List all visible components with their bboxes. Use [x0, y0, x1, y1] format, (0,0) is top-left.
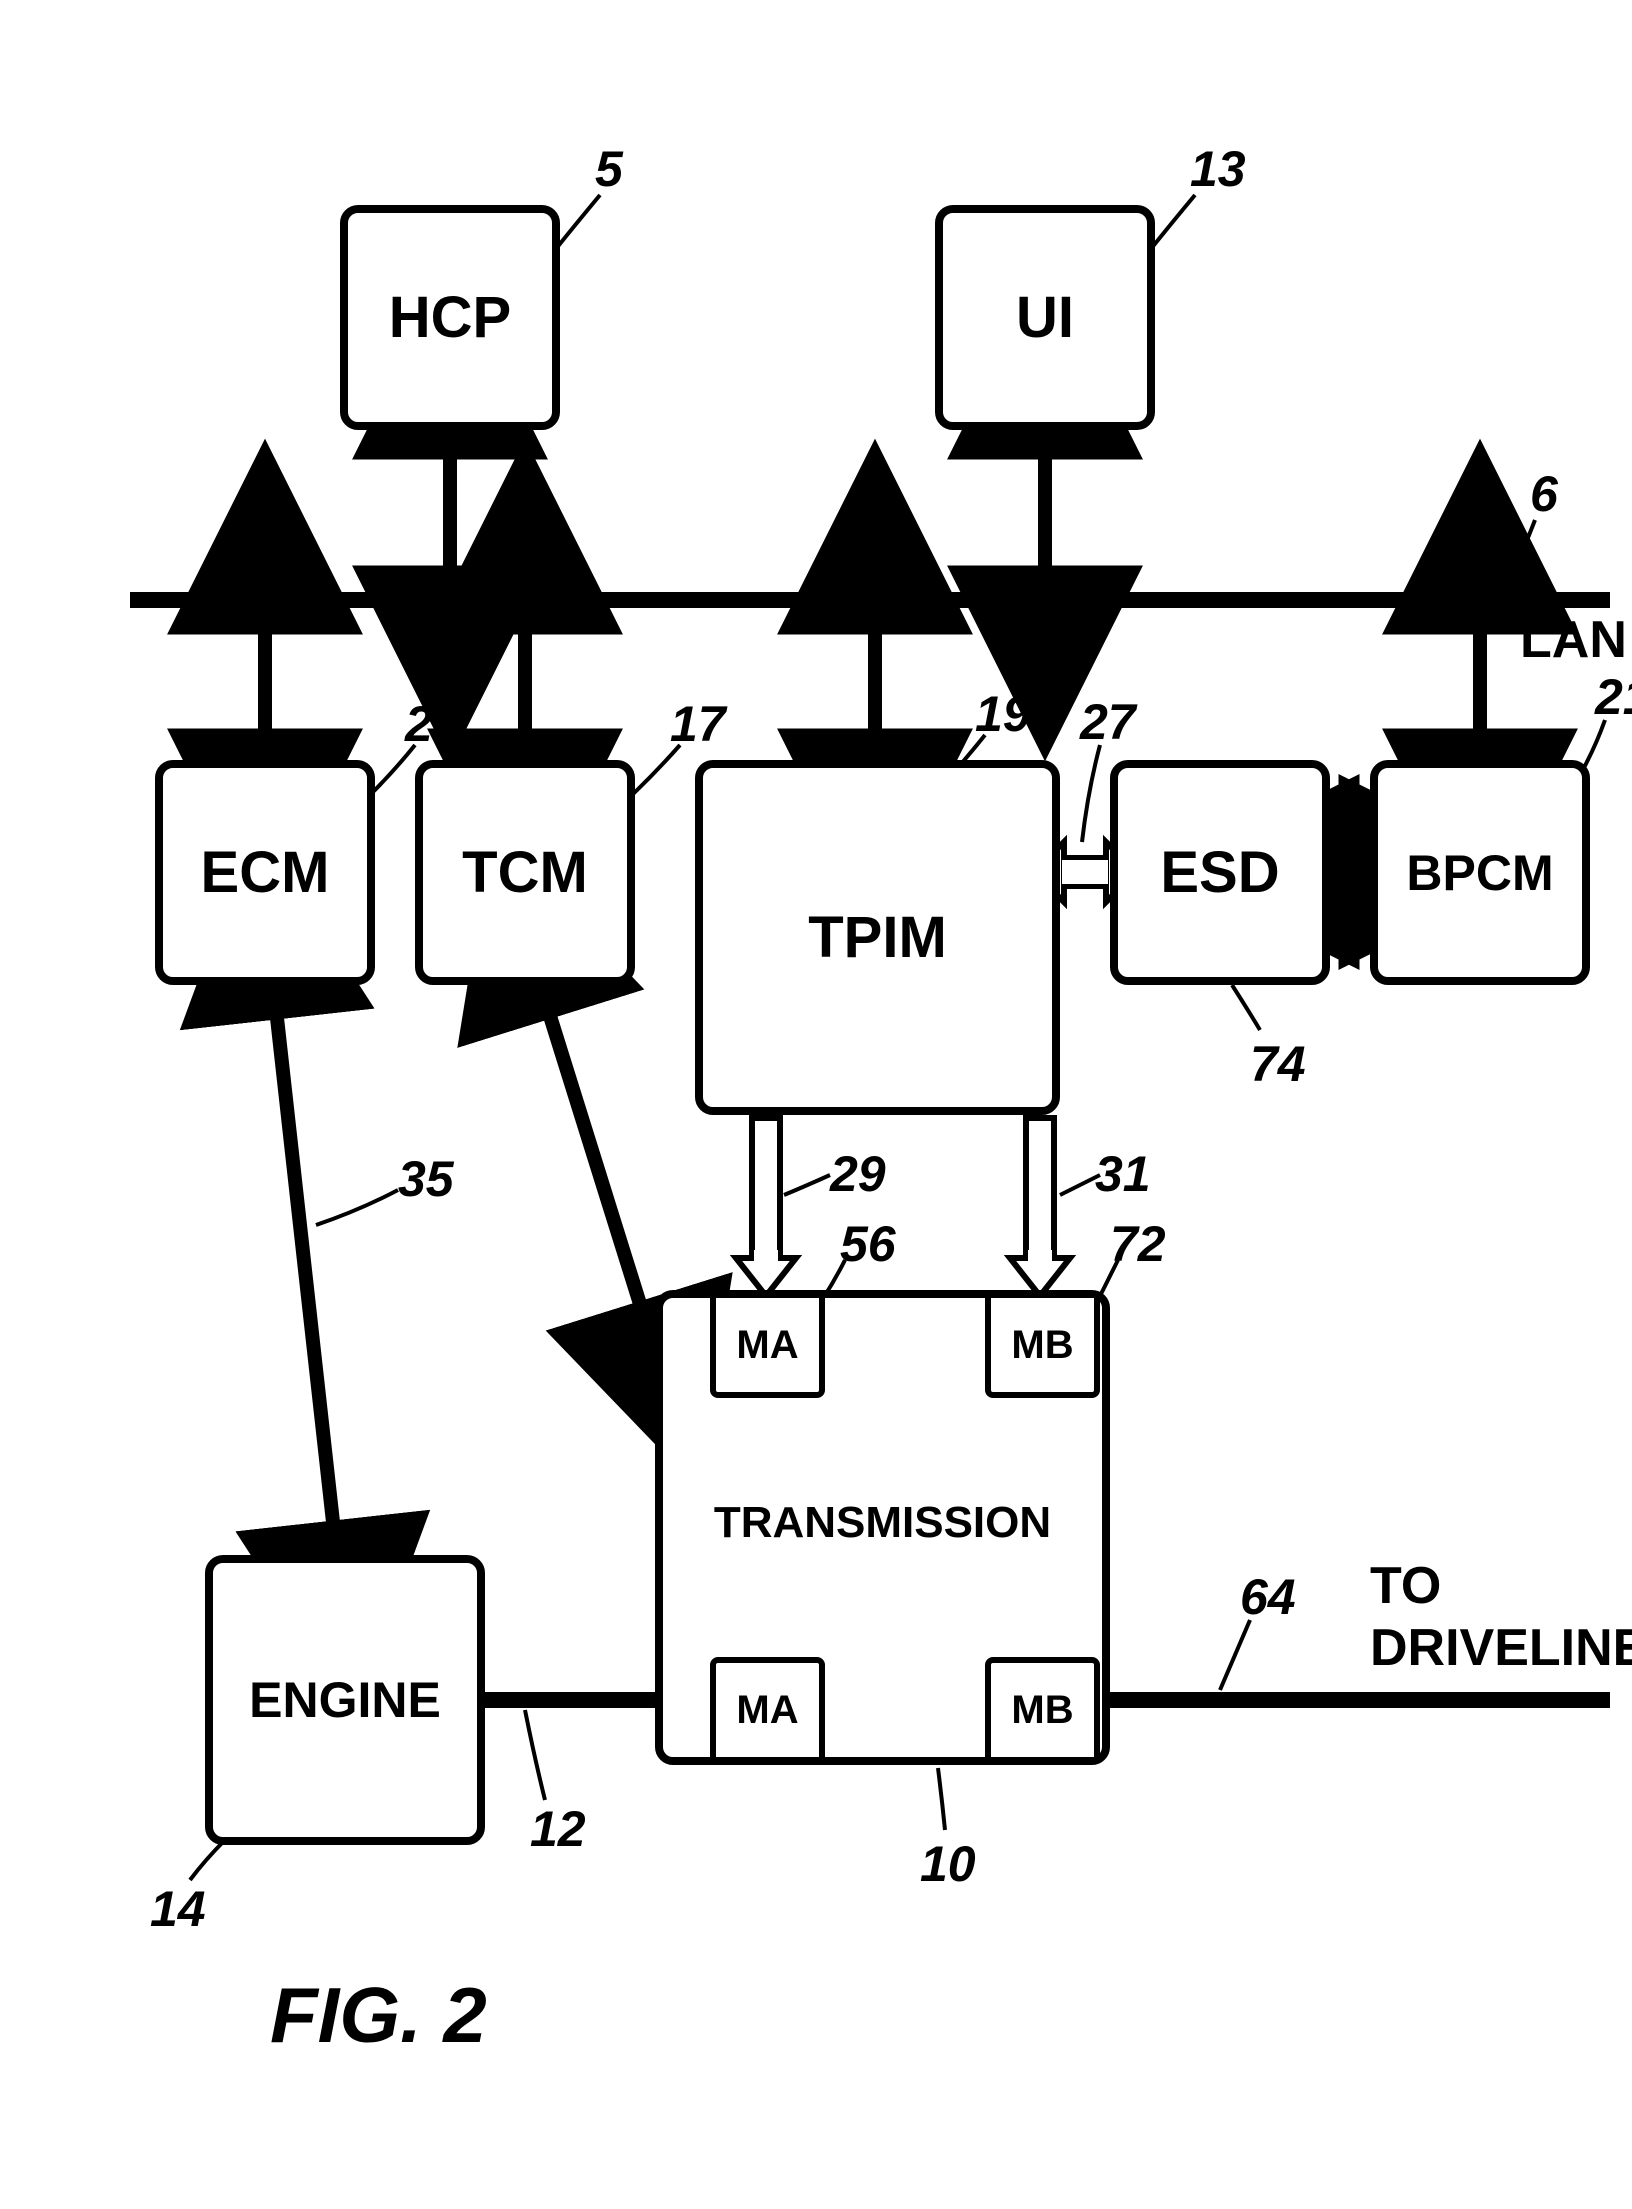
ref-21: 21: [1595, 668, 1632, 726]
block-ui-label: UI: [1016, 284, 1074, 351]
ref-74: 74: [1250, 1035, 1306, 1093]
leader-27: [1082, 745, 1100, 842]
block-tcm: TCM: [415, 760, 635, 985]
leader-14: [190, 1840, 225, 1880]
block-ecm-label: ECM: [201, 839, 330, 906]
leader-64: [1220, 1620, 1250, 1690]
arrow-tpim-ma: [736, 1118, 796, 1296]
sub-ma-bottom-label: MA: [736, 1688, 798, 1733]
diagram-canvas: HCP UI ECM TCM TPIM ESD BPCM ENGINE TRAN…: [0, 0, 1632, 2209]
ref-5: 5: [595, 140, 623, 198]
block-ui: UI: [935, 205, 1155, 430]
ref-6: 6: [1530, 465, 1558, 523]
leader-10: [938, 1768, 945, 1830]
block-transmission-label: TRANSMISSION: [714, 1498, 1051, 1548]
figure-caption: FIG. 2: [270, 1970, 487, 2061]
ref-17: 17: [670, 695, 726, 753]
block-bpcm-label: BPCM: [1406, 844, 1553, 902]
ref-13: 13: [1190, 140, 1246, 198]
block-tcm-label: TCM: [462, 839, 588, 906]
block-esd: ESD: [1110, 760, 1330, 985]
ref-14: 14: [150, 1880, 206, 1938]
ref-72: 72: [1110, 1215, 1166, 1273]
arrow-tcm-trans: [545, 1000, 645, 1320]
ref-35: 35: [398, 1150, 454, 1208]
sub-mb-bottom-label: MB: [1011, 1688, 1073, 1733]
block-tpim-label: TPIM: [808, 904, 947, 971]
arrow-ecm-engine: [275, 1000, 335, 1540]
block-engine: ENGINE: [205, 1555, 485, 1845]
ref-27: 27: [1080, 693, 1136, 751]
leader-35: [316, 1190, 398, 1225]
block-ecm: ECM: [155, 760, 375, 985]
ref-31: 31: [1095, 1145, 1151, 1203]
sub-mb-top-label: MB: [1011, 1323, 1073, 1368]
leader-74: [1232, 985, 1260, 1030]
leader-6: [1500, 520, 1535, 592]
ref-29: 29: [830, 1145, 886, 1203]
sub-ma-top-label: MA: [736, 1323, 798, 1368]
ref-64: 64: [1240, 1568, 1296, 1626]
arrow-tpim-mb: [1010, 1118, 1070, 1296]
ref-10: 10: [920, 1835, 976, 1893]
leader-13: [1150, 195, 1195, 250]
ref-12: 12: [530, 1800, 586, 1858]
leader-5: [555, 195, 600, 250]
block-tpim: TPIM: [695, 760, 1060, 1115]
leader-31: [1060, 1175, 1100, 1195]
ref-19: 19: [975, 685, 1031, 743]
block-bpcm: BPCM: [1370, 760, 1590, 985]
sub-ma-top: MA: [710, 1298, 825, 1398]
ref-23: 23: [405, 695, 461, 753]
sub-mb-top: MB: [985, 1298, 1100, 1398]
block-engine-label: ENGINE: [249, 1671, 441, 1729]
leader-12: [525, 1710, 545, 1800]
driveline-label: TO DRIVELINE: [1370, 1555, 1632, 1680]
block-hcp-label: HCP: [389, 284, 511, 351]
lan-label: LAN: [1520, 610, 1627, 670]
ref-56: 56: [840, 1215, 896, 1273]
block-esd-label: ESD: [1160, 839, 1279, 906]
leader-29: [784, 1175, 830, 1195]
sub-mb-bottom: MB: [985, 1657, 1100, 1757]
sub-ma-bottom: MA: [710, 1657, 825, 1757]
block-hcp: HCP: [340, 205, 560, 430]
